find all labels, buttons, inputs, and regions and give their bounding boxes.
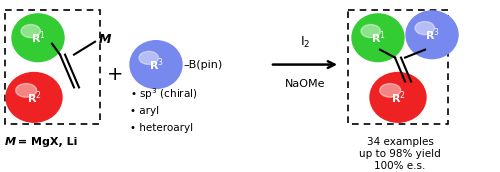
Ellipse shape (415, 22, 434, 35)
Text: R$^3$: R$^3$ (424, 26, 440, 43)
Text: M: M (5, 137, 16, 147)
Text: 34 examples: 34 examples (366, 137, 434, 147)
Ellipse shape (361, 25, 380, 38)
Text: –B(pin): –B(pin) (183, 60, 222, 69)
Ellipse shape (6, 73, 62, 122)
Text: +: + (107, 65, 123, 84)
Ellipse shape (380, 84, 400, 97)
Text: I$_2$: I$_2$ (300, 35, 310, 50)
Ellipse shape (21, 25, 40, 38)
Text: NaOMe: NaOMe (285, 79, 325, 89)
Text: = MgX, Li: = MgX, Li (14, 137, 78, 147)
Text: R$^1$: R$^1$ (370, 29, 386, 46)
Text: R$^1$: R$^1$ (30, 29, 46, 46)
Ellipse shape (16, 84, 36, 97)
Ellipse shape (130, 41, 182, 88)
Text: 100% e.s.: 100% e.s. (374, 161, 426, 171)
Ellipse shape (370, 73, 426, 122)
Text: • heteroaryl: • heteroaryl (130, 123, 193, 133)
Text: up to 98% yield: up to 98% yield (359, 149, 441, 159)
Ellipse shape (12, 14, 64, 62)
Ellipse shape (406, 11, 458, 59)
Text: R$^3$: R$^3$ (148, 56, 164, 73)
Ellipse shape (352, 14, 404, 62)
Text: • aryl: • aryl (130, 106, 159, 116)
Text: M: M (99, 33, 112, 46)
Text: R$^2$: R$^2$ (26, 89, 42, 106)
Ellipse shape (139, 51, 158, 64)
Text: R$^2$: R$^2$ (390, 89, 406, 106)
Text: • sp$^3$ (chiral): • sp$^3$ (chiral) (130, 87, 198, 102)
